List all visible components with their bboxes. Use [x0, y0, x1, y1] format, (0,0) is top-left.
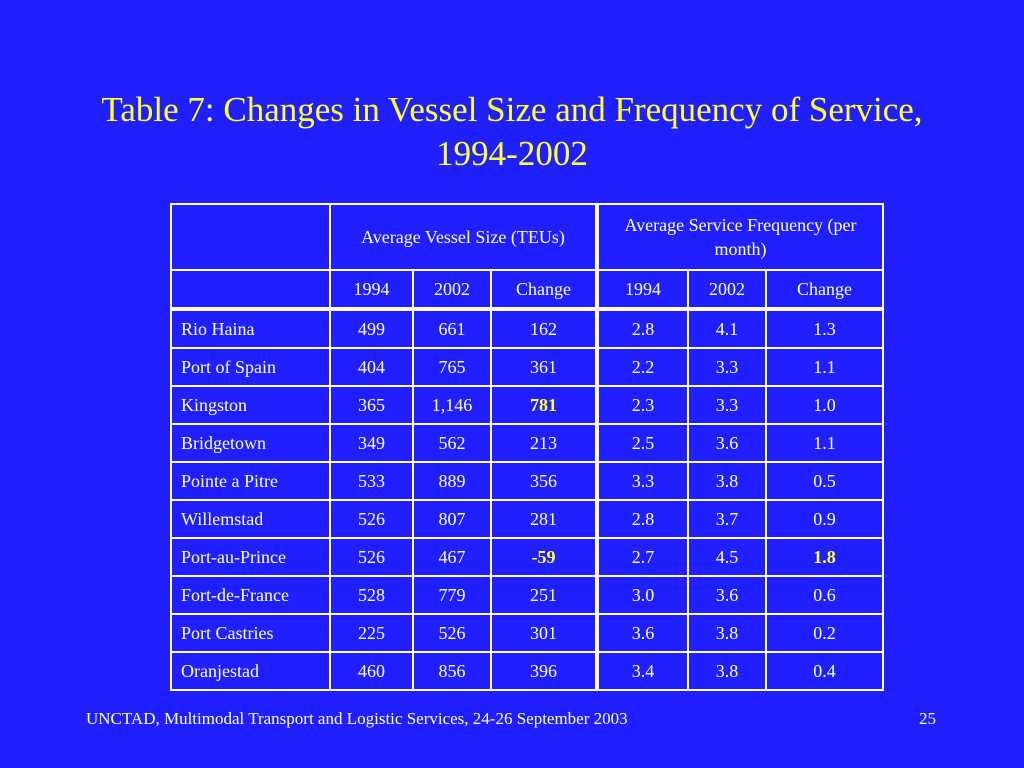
header-size-change: Change: [490, 269, 599, 311]
cell-size-1994: 526: [329, 499, 414, 539]
cell-size-2002: 467: [412, 537, 492, 577]
port-name-cell: Bridgetown: [170, 423, 331, 463]
group-header-service-frequency: Average Service Frequency (per month): [595, 203, 885, 271]
cell-freq-1994: 3.4: [596, 651, 689, 691]
cell-freq-2002: 3.7: [687, 499, 767, 539]
cell-freq-change: 1.0: [764, 385, 885, 425]
cell-size-2002: 889: [412, 461, 492, 501]
cell-size-change: 251: [490, 575, 599, 615]
cell-size-change: 361: [490, 347, 599, 387]
port-name-cell: Rio Haina: [170, 308, 331, 349]
table-row: Rio Haina 499 661 162 2.8 4.1 1.3: [170, 308, 885, 349]
cell-size-2002: 779: [412, 575, 492, 615]
header-size-1994: 1994: [329, 269, 414, 311]
cell-size-1994: 225: [329, 613, 414, 653]
cell-size-1994: 526: [329, 537, 414, 577]
cell-freq-1994: 2.8: [596, 499, 689, 539]
table-row: Port-au-Prince 526 467 -59 2.7 4.5 1.8: [170, 537, 885, 577]
cell-size-change: 396: [490, 651, 599, 691]
cell-size-2002: 562: [412, 423, 492, 463]
port-name-cell: Oranjestad: [170, 651, 331, 691]
cell-size-1994: 528: [329, 575, 414, 615]
cell-size-change: 281: [490, 499, 599, 539]
vessel-size-frequency-table: Average Vessel Size (TEUs) Average Servi…: [170, 203, 885, 691]
cell-size-change: 213: [490, 423, 599, 463]
cell-size-1994: 533: [329, 461, 414, 501]
cell-freq-2002: 3.6: [687, 423, 767, 463]
table-row: Port Castries 225 526 301 3.6 3.8 0.2: [170, 613, 885, 653]
cell-freq-change: 0.2: [764, 613, 885, 653]
footer-text: UNCTAD, Multimodal Transport and Logisti…: [86, 709, 628, 728]
port-name-cell: Kingston: [170, 385, 331, 425]
cell-size-1994: 499: [329, 308, 414, 349]
group-header-vessel-size: Average Vessel Size (TEUs): [329, 203, 599, 271]
table-row: Pointe a Pitre 533 889 356 3.3 3.8 0.5: [170, 461, 885, 501]
table-row: Kingston 365 1,146 781 2.3 3.3 1.0: [170, 385, 885, 425]
cell-freq-change: 0.9: [764, 499, 885, 539]
cell-size-2002: 765: [412, 347, 492, 387]
table-row: Port of Spain 404 765 361 2.2 3.3 1.1: [170, 347, 885, 387]
table-row: Fort-de-France 528 779 251 3.0 3.6 0.6: [170, 575, 885, 615]
header-size-2002: 2002: [412, 269, 492, 311]
cell-freq-2002: 3.8: [687, 613, 767, 653]
cell-freq-change: 0.5: [764, 461, 885, 501]
cell-freq-change: 1.1: [764, 423, 885, 463]
port-header-cell: [170, 269, 331, 311]
port-name-cell: Port of Spain: [170, 347, 331, 387]
cell-freq-1994: 3.3: [596, 461, 689, 501]
slide-title: Table 7: Changes in Vessel Size and Freq…: [101, 90, 923, 173]
cell-freq-1994: 2.3: [596, 385, 689, 425]
cell-freq-1994: 2.2: [596, 347, 689, 387]
cell-size-2002: 661: [412, 308, 492, 349]
cell-freq-1994: 3.6: [596, 613, 689, 653]
cell-size-change: 781: [490, 385, 599, 425]
cell-freq-1994: 2.5: [596, 423, 689, 463]
port-name-cell: Pointe a Pitre: [170, 461, 331, 501]
cell-freq-change: 1.1: [764, 347, 885, 387]
cell-freq-2002: 3.3: [687, 347, 767, 387]
cell-size-1994: 365: [329, 385, 414, 425]
header-freq-2002: 2002: [687, 269, 767, 311]
port-name-cell: Port Castries: [170, 613, 331, 653]
table-body: Rio Haina 499 661 162 2.8 4.1 1.3 Port of Spain…: [170, 308, 885, 691]
cell-freq-2002: 3.3: [687, 385, 767, 425]
table-row: Oranjestad 460 856 396 3.4 3.8 0.4: [170, 651, 885, 691]
cell-freq-2002: 3.8: [687, 461, 767, 501]
year-header-row: 1994 2002 Change 1994 2002 Change: [170, 269, 885, 311]
cell-size-1994: 349: [329, 423, 414, 463]
cell-freq-1994: 3.0: [596, 575, 689, 615]
cell-freq-change: 0.6: [764, 575, 885, 615]
cell-size-change: -59: [490, 537, 599, 577]
cell-freq-change: 0.4: [764, 651, 885, 691]
port-name-cell: Fort-de-France: [170, 575, 331, 615]
cell-freq-change: 1.3: [764, 308, 885, 349]
cell-size-2002: 526: [412, 613, 492, 653]
cell-size-change: 356: [490, 461, 599, 501]
cell-freq-change: 1.8: [764, 537, 885, 577]
cell-size-change: 162: [490, 308, 599, 349]
port-name-cell: Willemstad: [170, 499, 331, 539]
corner-cell: [170, 203, 331, 271]
cell-size-1994: 460: [329, 651, 414, 691]
header-freq-change: Change: [764, 269, 885, 311]
header-freq-1994: 1994: [596, 269, 689, 311]
cell-size-2002: 1,146: [412, 385, 492, 425]
page-number: 25: [919, 709, 936, 728]
cell-size-2002: 807: [412, 499, 492, 539]
cell-freq-2002: 4.1: [687, 308, 767, 349]
table-row: Willemstad 526 807 281 2.8 3.7 0.9: [170, 499, 885, 539]
cell-size-2002: 856: [412, 651, 492, 691]
cell-freq-1994: 2.8: [596, 308, 689, 349]
cell-size-1994: 404: [329, 347, 414, 387]
cell-freq-2002: 3.8: [687, 651, 767, 691]
cell-size-change: 301: [490, 613, 599, 653]
cell-freq-1994: 2.7: [596, 537, 689, 577]
table-row: Bridgetown 349 562 213 2.5 3.6 1.1: [170, 423, 885, 463]
cell-freq-2002: 4.5: [687, 537, 767, 577]
cell-freq-2002: 3.6: [687, 575, 767, 615]
port-name-cell: Port-au-Prince: [170, 537, 331, 577]
group-header-row: Average Vessel Size (TEUs) Average Servi…: [170, 203, 885, 271]
